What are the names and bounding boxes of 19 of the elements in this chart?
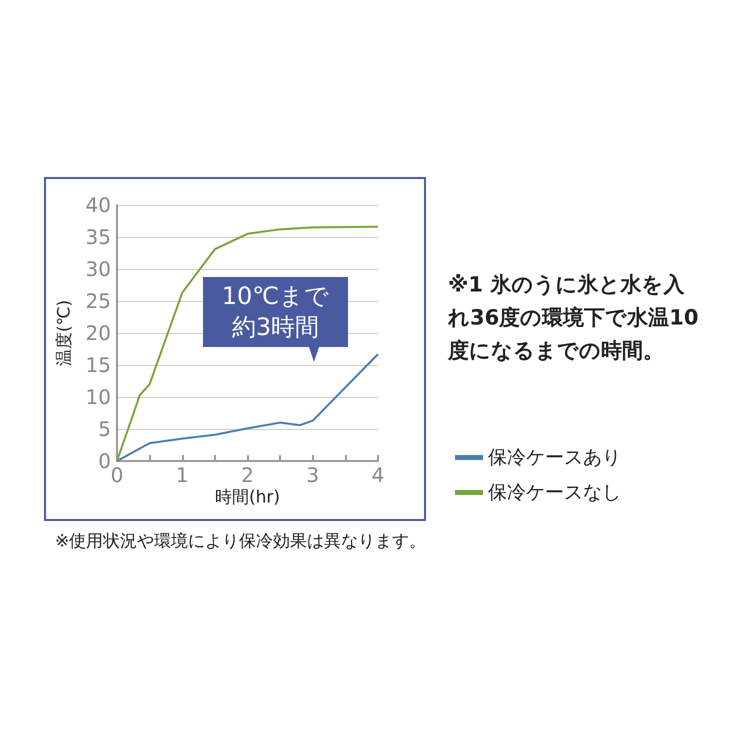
- annotation: 10℃まで約3時間: [220, 281, 330, 343]
- y-tick-label: 25: [86, 289, 111, 313]
- y-tick-label: 40: [86, 193, 111, 217]
- legend-label: 保冷ケースなし: [488, 482, 621, 504]
- y-tick-label: 30: [86, 257, 111, 281]
- y-tick-label: 10: [86, 385, 111, 409]
- x-tick-label: 3: [306, 463, 320, 487]
- y-tick-label: 5: [98, 417, 111, 441]
- y-tick-label: 15: [86, 353, 111, 377]
- text: ※1 氷のうに氷と水を入れ36度の環境下で水温10度になるまでの時間。: [447, 272, 698, 362]
- y-axis-title: 温度(℃): [54, 300, 74, 366]
- x-tick-label: 1: [176, 463, 189, 487]
- x-tick-label: 2: [241, 463, 254, 487]
- x-tick-label: 4: [372, 463, 384, 487]
- y-tick-label: 20: [86, 321, 111, 345]
- y-tick-label: 35: [86, 225, 111, 249]
- x-axis-title: 時間(hr): [214, 488, 280, 508]
- legend-label: 保冷ケースあり: [488, 446, 621, 468]
- text: ※使用状況や環境により保冷効果は異なります。: [55, 532, 426, 552]
